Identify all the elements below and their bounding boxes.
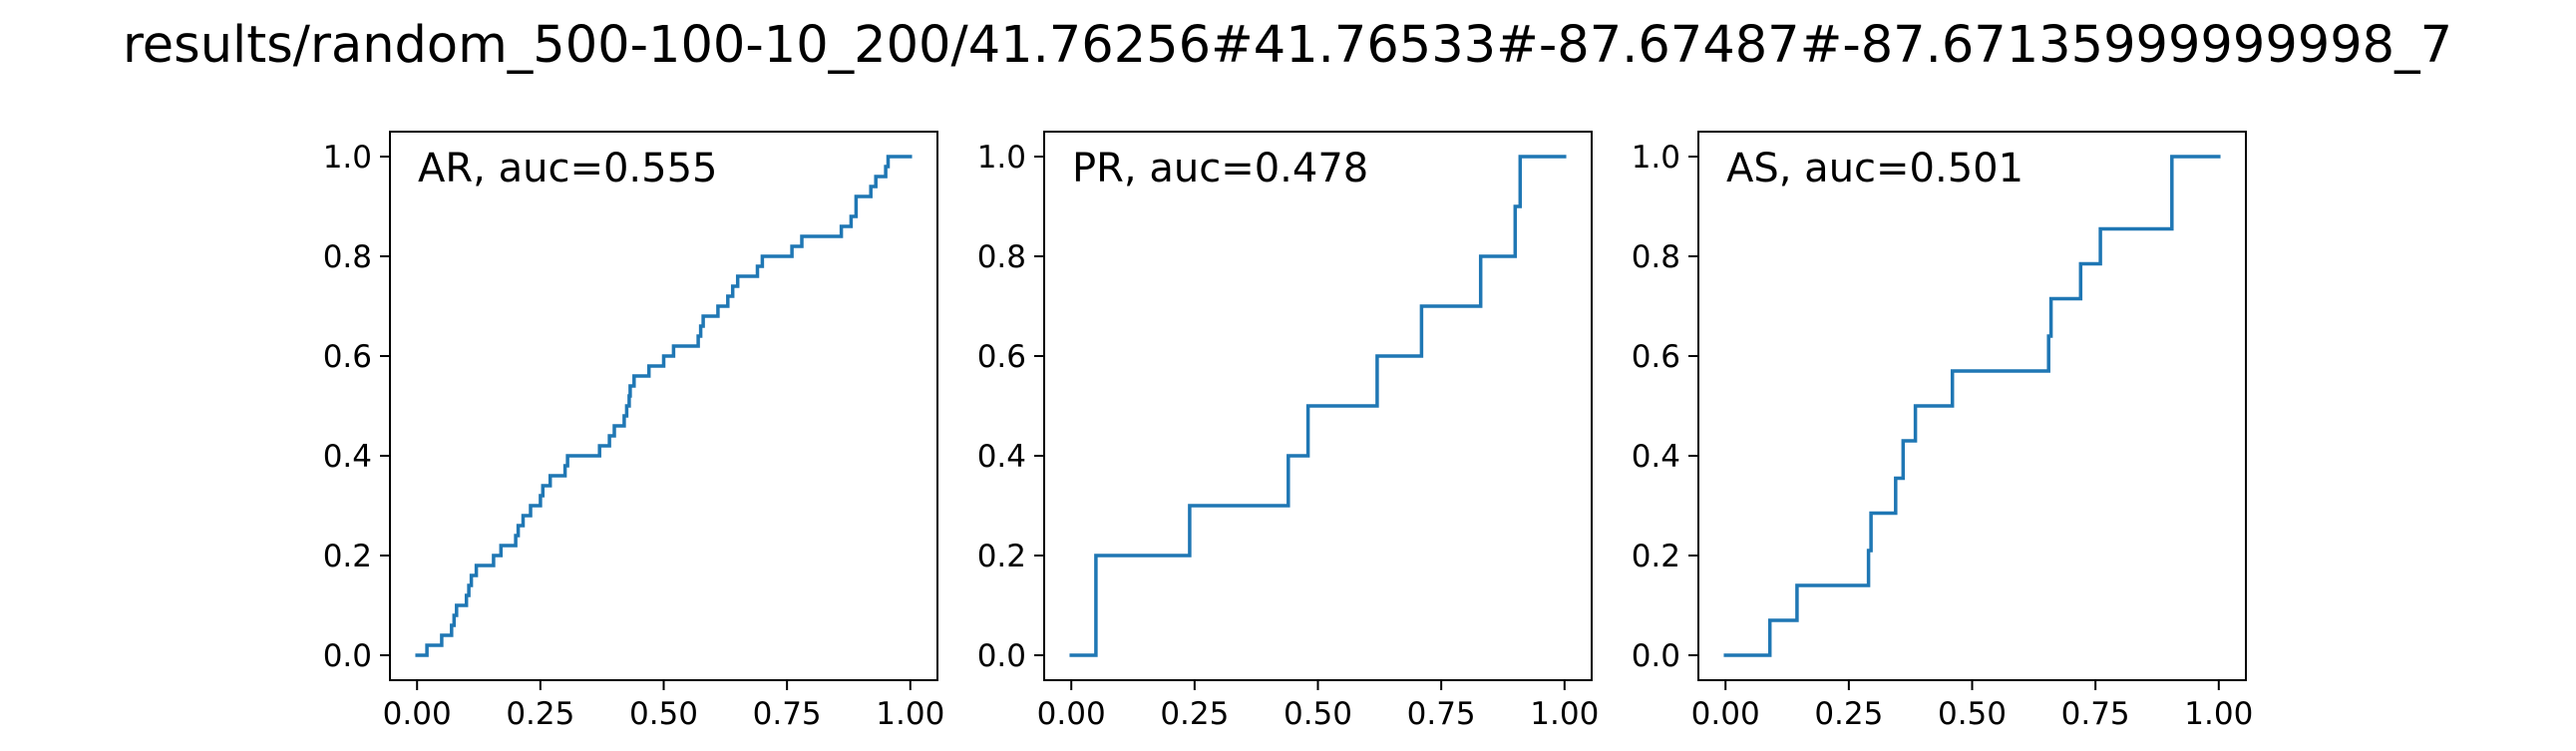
y-tick-label: 0.2	[977, 539, 1026, 574]
y-tick-label: 1.0	[323, 140, 372, 176]
y-tick-label: 0.6	[1632, 339, 1680, 375]
y-tick-label: 1.0	[977, 140, 1026, 176]
y-tick-label: 0.4	[977, 439, 1026, 475]
y-tick-label: 0.0	[977, 638, 1026, 674]
series-line	[415, 155, 913, 657]
x-tick-label: 0.00	[1037, 696, 1106, 732]
y-tick-label: 0.2	[323, 539, 372, 574]
panel-label: AS, auc=0.501	[1726, 146, 2024, 191]
y-tick-label: 0.4	[323, 439, 372, 475]
x-tick-label: 0.50	[1938, 696, 2007, 732]
panel-as: 0.00 0.25 0.50 0.75 1.00 0.0 0.2 0.4 0.6 0.8 1.0 AS…	[1632, 131, 2253, 732]
panel-pr: 0.00 0.25 0.50 0.75 1.00 0.0 0.2 0.4 0.6 0.8 1.0 PR…	[977, 131, 1599, 732]
y-tick-label: 0.8	[977, 239, 1026, 275]
x-tick-label: 0.25	[506, 696, 574, 732]
y-tick-label: 0.0	[323, 638, 372, 674]
y-tick-label: 0.0	[1632, 638, 1680, 674]
x-tick-label: 0.25	[1814, 696, 1883, 732]
x-tick-label: 1.00	[2184, 696, 2253, 732]
x-tick-label: 0.00	[1691, 696, 1760, 732]
series-line	[1723, 155, 2221, 657]
y-tick-label: 0.6	[323, 339, 372, 375]
x-tick-label: 0.75	[2061, 696, 2130, 732]
panel-ar: 0.00 0.25 0.50 0.75 1.00 0.0 0.2 0.4 0.6 0.8 1.0 AR…	[323, 131, 944, 732]
y-tick-label: 0.8	[323, 239, 372, 275]
y-tick-label: 0.2	[1632, 539, 1680, 574]
panel-label: PR, auc=0.478	[1072, 146, 1368, 191]
x-tick-label: 1.00	[1530, 696, 1599, 732]
x-tick-label: 0.25	[1160, 696, 1229, 732]
x-tick-label: 0.75	[753, 696, 822, 732]
y-tick-label: 0.4	[1632, 439, 1680, 475]
x-tick-label: 0.50	[629, 696, 698, 732]
x-tick-label: 0.75	[1407, 696, 1476, 732]
y-tick-label: 0.8	[1632, 239, 1680, 275]
panel-label: AR, auc=0.555	[418, 146, 717, 191]
series-line	[1069, 155, 1567, 657]
y-tick-label: 0.6	[977, 339, 1026, 375]
x-tick-label: 1.00	[876, 696, 944, 732]
axes-frame	[1697, 131, 2247, 681]
x-tick-label: 0.00	[383, 696, 452, 732]
y-tick-label: 1.0	[1632, 140, 1680, 176]
figure-title: results/random_500-100-10_200/41.76256#4…	[123, 16, 2452, 75]
x-tick-label: 0.50	[1284, 696, 1352, 732]
